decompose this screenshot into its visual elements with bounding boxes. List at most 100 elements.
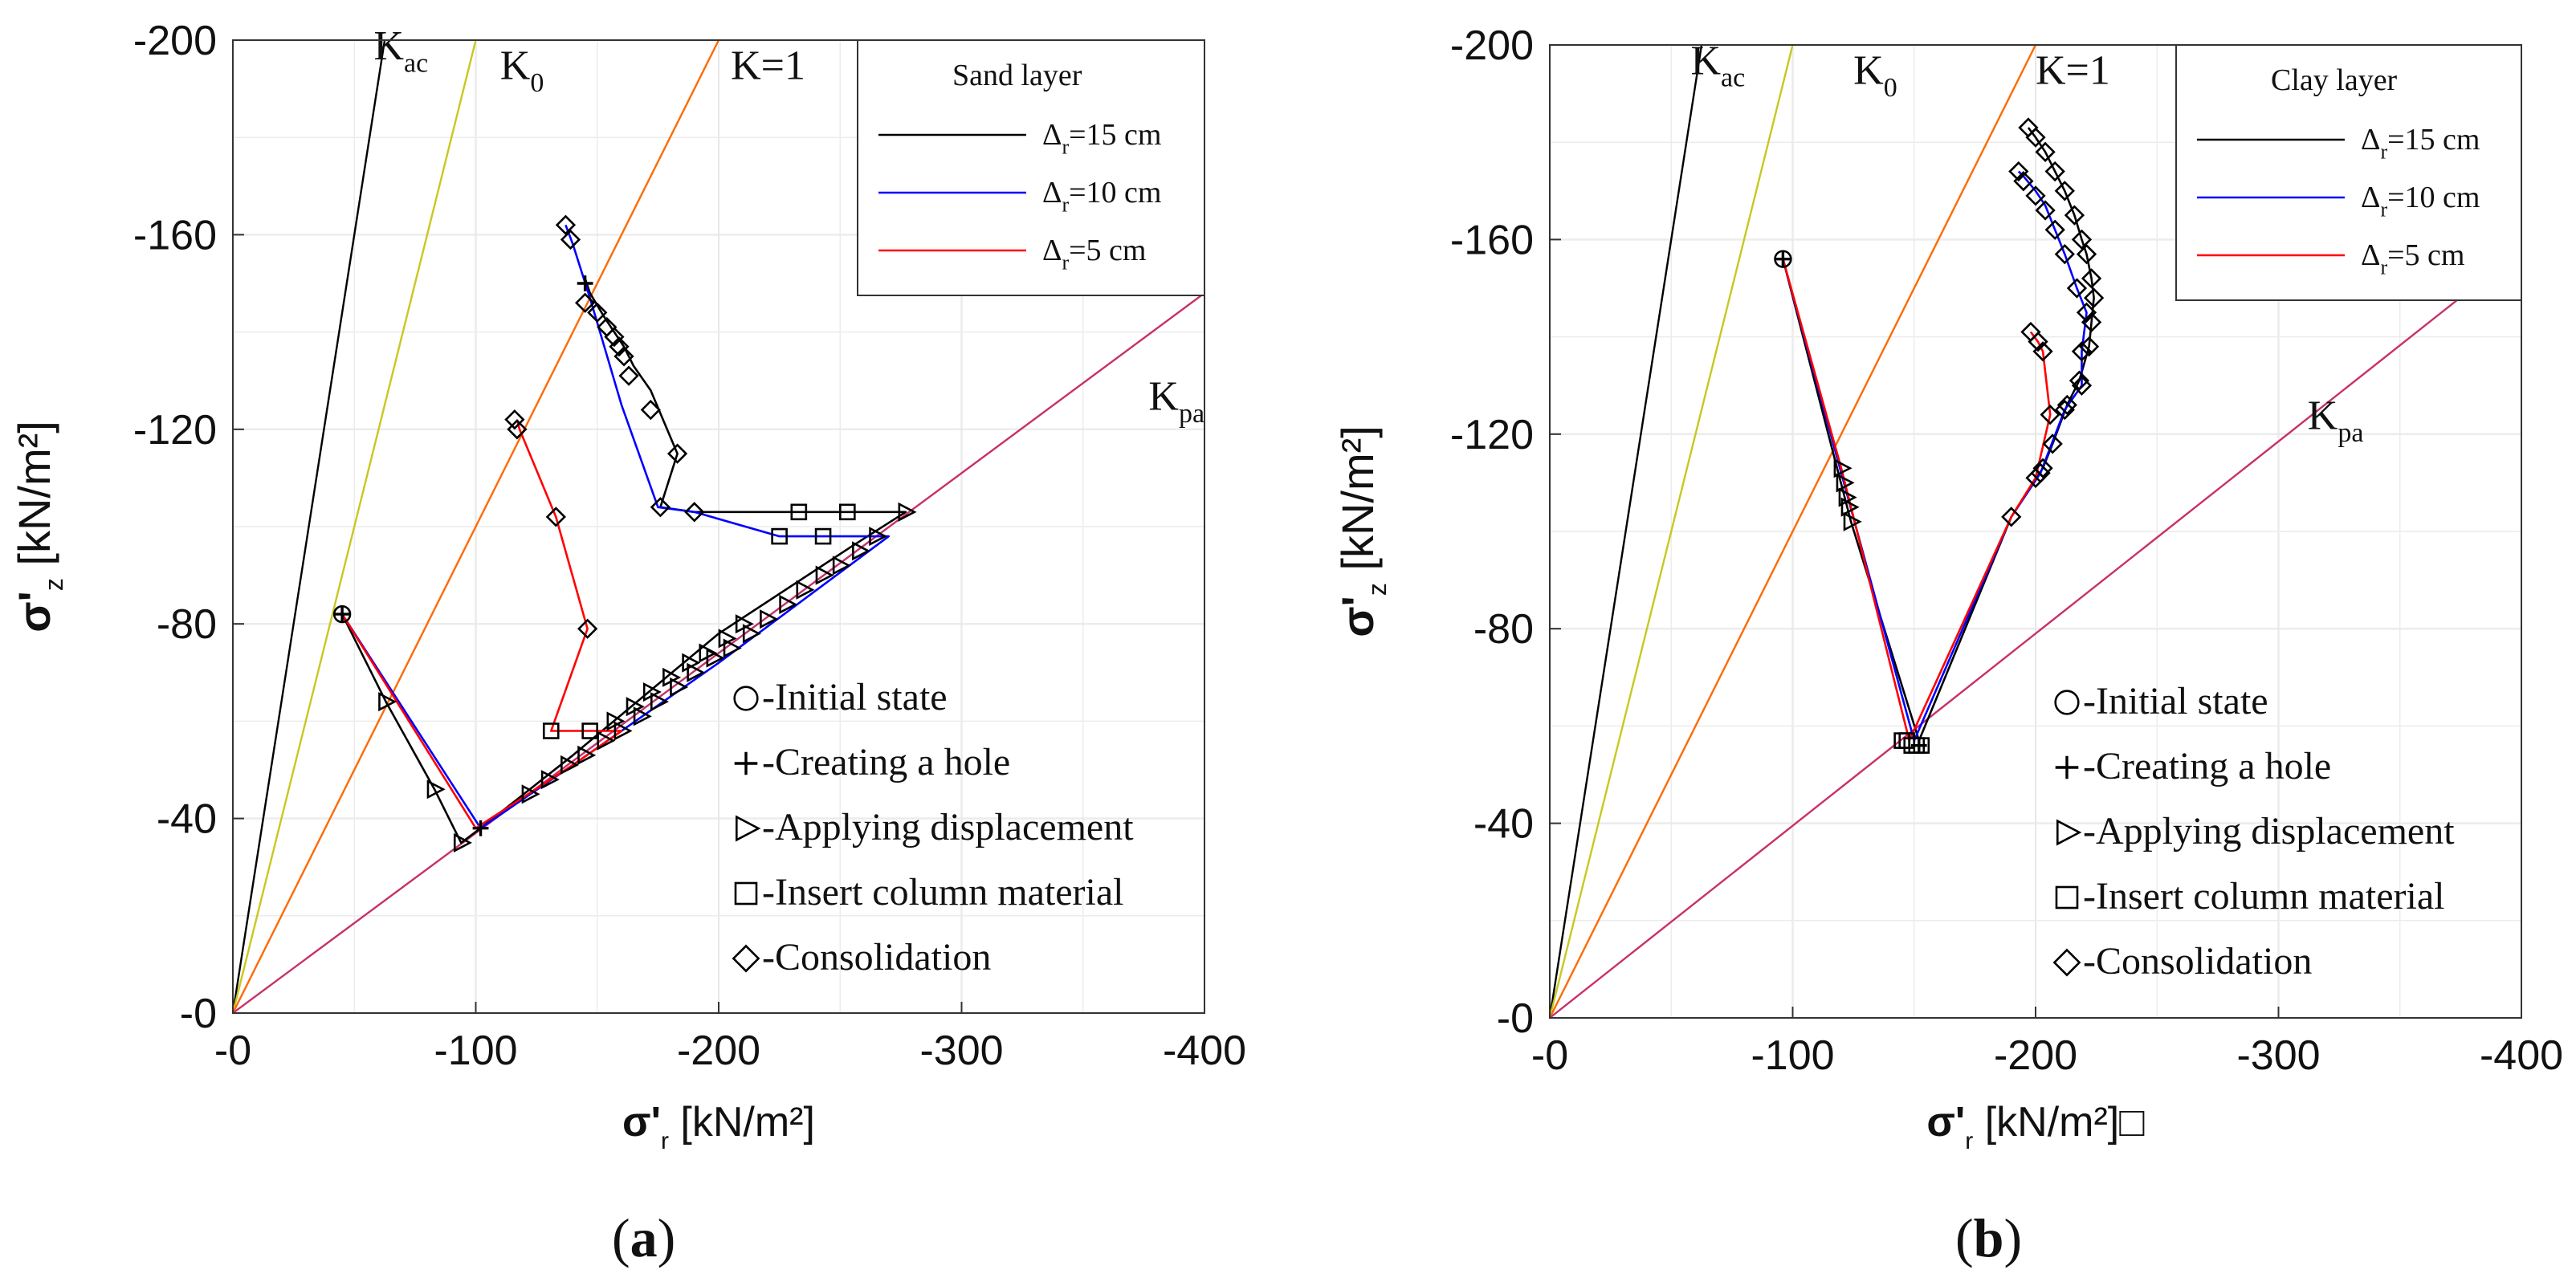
k-line-K=1 — [1550, 45, 2037, 1018]
marker-legend-label: -Insert column material — [762, 871, 1124, 914]
marker-legend-symbol-circle — [733, 686, 759, 711]
series-line — [340, 278, 907, 844]
series-line — [340, 419, 623, 829]
marker-square — [839, 503, 856, 521]
marker-diamond — [577, 618, 598, 639]
legend-entry-label: Δr=5 cm — [2361, 238, 2464, 279]
marker-triangle-right — [735, 614, 754, 634]
marker-triangle-right — [687, 662, 706, 682]
marker-triangle-right — [718, 629, 737, 649]
marker-triangle-right — [626, 697, 645, 717]
y-tick-label: -80 — [157, 601, 217, 648]
x-tick-label: -200 — [677, 1028, 760, 1074]
marker-diamond — [2044, 219, 2065, 240]
marker-triangle-right — [796, 580, 815, 600]
marker-legend: -Initial state -Creating a hole -Applying … — [732, 676, 1134, 979]
marker-triangle-right — [642, 682, 662, 702]
x-tick-label: -100 — [1751, 1032, 1834, 1079]
k-lines — [1550, 45, 2521, 1018]
marker-diamond — [609, 336, 630, 357]
marker-triangle-right — [1843, 511, 1862, 531]
x-tick-label: -0 — [1531, 1032, 1568, 1079]
marker-triangle-right — [633, 706, 652, 726]
k-label-K_ac: Kac — [373, 23, 428, 78]
marker-diamond — [560, 229, 581, 250]
x-tick-label: -400 — [1163, 1028, 1246, 1074]
marker-diamond — [2042, 433, 2063, 454]
marker-diamond — [587, 302, 608, 323]
marker-diamond — [2054, 181, 2075, 201]
y-tick-label: -200 — [133, 18, 217, 64]
marker-legend-symbol-plus — [734, 751, 758, 775]
marker-triangle-right — [832, 556, 851, 576]
marker-legend: -Initial state -Creating a hole -Applying … — [2052, 680, 2455, 983]
marker-triangle-right — [540, 770, 560, 790]
marker-diamond — [574, 292, 596, 313]
marker-diamond — [2054, 399, 2075, 421]
marker-diamond — [2076, 302, 2097, 323]
legend-entry-label: Δr=15 cm — [1042, 118, 1161, 159]
legend-entry-label: Δr=5 cm — [1042, 234, 1146, 275]
marker-legend-label: -Creating a hole — [762, 741, 1010, 783]
marker-triangle-right — [426, 779, 446, 800]
marker-diamond — [555, 214, 577, 235]
legend-entry-label: Δr=15 cm — [2361, 123, 2480, 164]
marker-triangle-right — [1840, 497, 1860, 517]
k-line-K=1 — [233, 40, 720, 1013]
k-line-K_pa — [1550, 248, 2521, 1018]
marker-triangle-right — [521, 784, 540, 804]
marker-triangle-right — [650, 692, 669, 712]
x-tick-label: -400 — [2480, 1032, 2563, 1079]
marker-legend-symbol-plus — [2055, 755, 2079, 779]
marker-triangle-right — [760, 609, 779, 629]
marker-square — [771, 527, 788, 545]
marker-triangle-right — [378, 692, 397, 712]
marker-diamond — [545, 507, 566, 527]
marker-diamond — [650, 497, 671, 518]
marker-diamond — [2044, 161, 2065, 182]
y-tick-label: -160 — [1450, 217, 1534, 263]
marker-diamond — [2025, 185, 2046, 206]
marker-triangle-right — [742, 624, 761, 644]
marker-legend-label: -Initial state — [2083, 680, 2268, 722]
marker-triangle-right — [1833, 458, 1853, 478]
markers — [1774, 117, 2105, 754]
k-label-K=1: K=1 — [731, 43, 805, 88]
marker-diamond — [2025, 467, 2046, 488]
x-axis-label: σ'r [kN/m²]□ — [1926, 1099, 2145, 1154]
marker-legend-symbol-circle — [2054, 690, 2080, 715]
marker-diamond — [2071, 341, 2093, 362]
marker-plus — [1775, 250, 1791, 267]
y-tick-label: -40 — [1473, 801, 1534, 848]
marker-triangle-right — [699, 643, 718, 663]
y-tick-label: -0 — [180, 991, 217, 1037]
marker-plus — [334, 606, 351, 622]
legend-title: Sand layer — [952, 59, 1082, 92]
marker-triangle-right — [815, 565, 834, 585]
marker-diamond — [2035, 200, 2056, 221]
marker-legend-label: -Applying displacement — [762, 806, 1134, 849]
marker-diamond — [2001, 507, 2022, 527]
y-tick-label: -0 — [1497, 995, 1534, 1042]
marker-triangle-right — [723, 638, 742, 658]
panel-label: (b) — [1955, 1207, 2022, 1268]
x-tick-label: -300 — [2236, 1032, 2320, 1079]
marker-triangle-right — [560, 755, 580, 775]
marker-triangle-right — [869, 527, 888, 547]
marker-legend-symbol-square — [2055, 885, 2079, 910]
marker-plus — [577, 275, 593, 291]
marker-diamond — [2071, 229, 2093, 250]
k-label-K_0: K0 — [500, 43, 544, 97]
y-tick-label: -40 — [157, 796, 217, 843]
k-line-K_ac — [233, 40, 386, 1013]
marker-diamond — [2028, 332, 2048, 352]
marker-square — [581, 722, 598, 739]
panel-a-sand-layer: Kac K0 K=1 Kpa -0 -100 -200 -300 -400 -0 -40 -80 -12… — [9, 18, 1246, 1268]
marker-square — [790, 503, 808, 521]
marker-triangle-right — [779, 594, 798, 615]
marker-diamond — [2032, 341, 2053, 362]
k-line-K_0 — [1550, 45, 1794, 1018]
y-tick-label: -200 — [1450, 22, 1534, 69]
marker-legend-label: -Creating a hole — [2083, 745, 2331, 787]
